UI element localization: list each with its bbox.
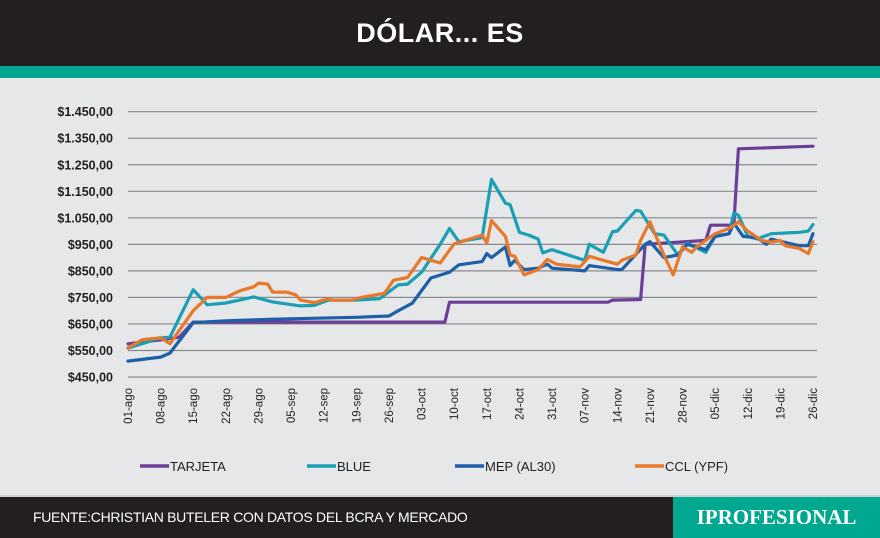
x-tick-label: 07-nov (580, 388, 592, 423)
y-tick-label: $750,00 (68, 291, 113, 305)
series-line-ccl-ypf (126, 218, 815, 350)
x-tick-label: 01-ago (123, 388, 135, 424)
header: DÓLAR... ES (0, 0, 880, 66)
y-axis-ticks: $450,00 $550,00 $650,00 $750,00 $850,00 $950,… (57, 105, 113, 384)
source-note: FUENTE:CHRISTIAN BUTELER CON DATOS DEL B… (33, 509, 468, 525)
x-tick-label: 29-ago (253, 388, 265, 424)
footer: FUENTE:CHRISTIAN BUTELER CON DATOS DEL B… (0, 495, 880, 538)
legend-label: TARJETA (170, 459, 226, 474)
x-tick-label: 19-sep (351, 388, 363, 423)
x-tick-label: 15-ago (188, 388, 200, 424)
x-tick-label: 19-dic (775, 388, 787, 420)
gridlines (128, 111, 817, 378)
accent-stripe (0, 66, 880, 78)
line-chart: $450,00 $550,00 $650,00 $750,00 $850,00 $950,… (57, 105, 820, 474)
legend-label: CCL (YPF) (665, 459, 728, 474)
x-tick-label: 24-oct (514, 387, 526, 420)
y-tick-label: $450,00 (68, 371, 113, 385)
x-tick-label: 12-sep (319, 388, 331, 423)
x-axis-ticks: 01-ago 08-ago 15-ago 22-ago 29-ago 05-sep 12-s… (123, 387, 820, 424)
y-tick-label: $950,00 (68, 238, 113, 252)
legend-label: BLUE (337, 459, 371, 474)
y-tick-label: $1.450,00 (57, 105, 113, 119)
x-tick-label: 10-oct (449, 387, 461, 420)
x-tick-label: 31-oct (547, 387, 559, 420)
y-tick-label: $1.350,00 (57, 132, 113, 146)
x-tick-label: 22-ago (221, 388, 233, 424)
x-tick-label: 21-nov (645, 388, 657, 423)
legend-label: MEP (AL30) (485, 459, 556, 474)
iprofesional-logo: IPROFESIONAL (673, 497, 880, 538)
y-tick-label: $850,00 (68, 264, 113, 278)
x-tick-label: 26-sep (384, 388, 396, 423)
x-tick-label: 17-oct (482, 387, 494, 420)
x-tick-label: 14-nov (612, 388, 624, 423)
y-tick-label: $1.250,00 (57, 158, 113, 172)
series-lines (126, 144, 815, 363)
y-tick-label: $1.050,00 (57, 211, 113, 225)
y-tick-label: $1.150,00 (57, 185, 113, 199)
chart-title: DÓLAR... ES (356, 17, 524, 48)
x-tick-label: 05-dic (710, 388, 722, 420)
series-line-mep-al30 (126, 221, 815, 363)
x-tick-label: 12-dic (743, 388, 755, 420)
x-tick-label: 03-oct (417, 387, 429, 420)
x-tick-label: 08-ago (156, 388, 168, 424)
x-tick-label: 05-sep (286, 388, 298, 423)
x-tick-label: 26-dic (808, 388, 820, 420)
x-tick-label: 28-nov (678, 388, 690, 423)
y-tick-label: $650,00 (68, 317, 113, 331)
y-tick-label: $550,00 (68, 344, 113, 358)
legend: TARJETA BLUE MEP (AL30) CCL (YPF) (140, 459, 728, 474)
